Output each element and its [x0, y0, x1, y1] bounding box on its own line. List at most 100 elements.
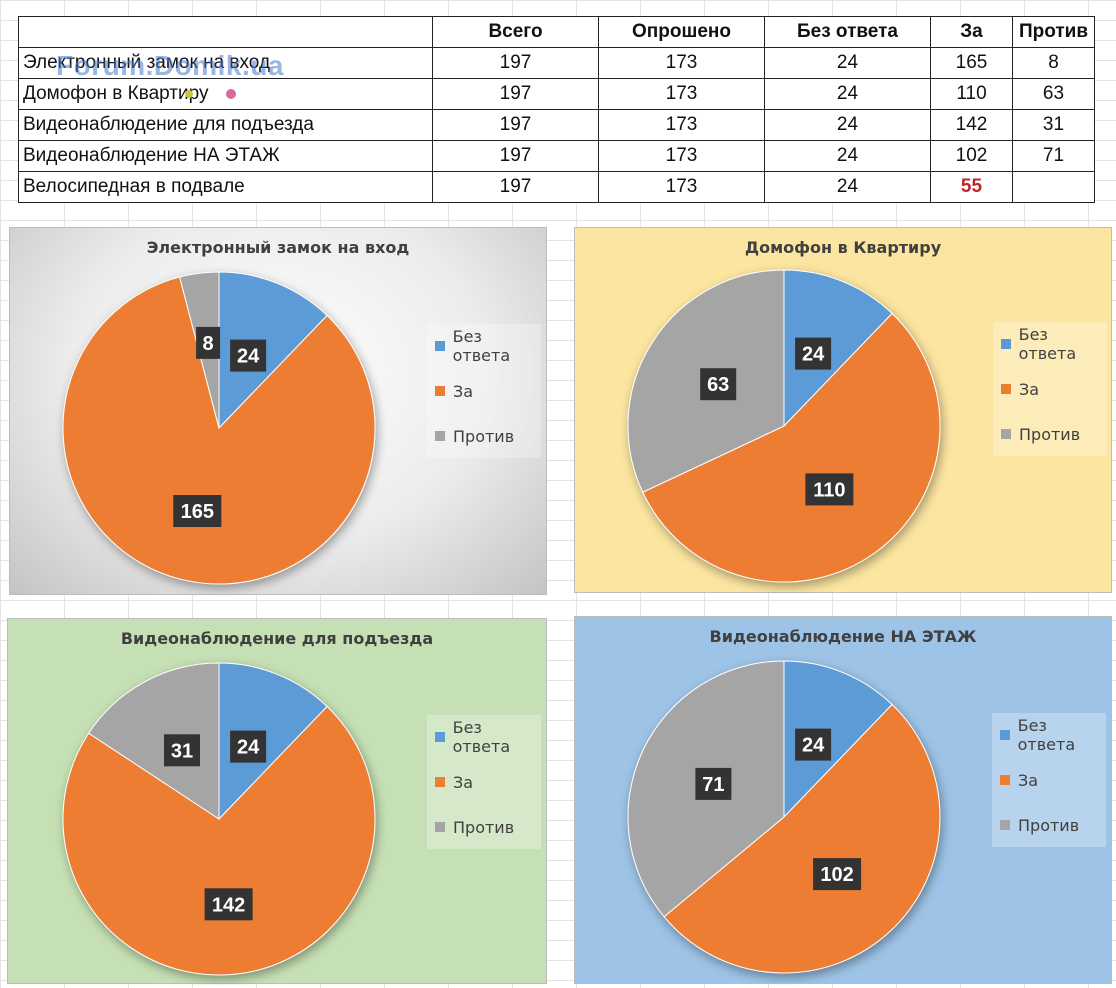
table-cell[interactable]: 8	[1012, 47, 1095, 79]
legend-item-no-answer[interactable]: Без ответа	[435, 718, 541, 756]
legend-item-against[interactable]: Против	[435, 817, 514, 837]
legend-label: Без ответа	[1018, 325, 1077, 363]
data-label-text: 24	[237, 737, 260, 759]
legend-swatch-icon	[435, 386, 445, 396]
pink-marker-dot	[226, 89, 236, 99]
table-cell[interactable]: 173	[598, 47, 765, 79]
legend-item-for[interactable]: За	[1000, 770, 1038, 790]
legend-swatch-icon	[1001, 384, 1011, 394]
table-cell[interactable]: 31	[1012, 109, 1095, 141]
table-header-cell[interactable]: Опрошено	[598, 16, 765, 48]
table-cell[interactable]: 24	[764, 140, 931, 172]
legend-item-for[interactable]: За	[435, 772, 473, 792]
table-cell[interactable]: 102	[930, 140, 1013, 172]
legend-label: За	[1019, 379, 1040, 399]
data-label-box	[813, 858, 862, 891]
data-label-text: 24	[802, 344, 825, 366]
pie-slice-for[interactable]	[62, 705, 376, 976]
table-cell[interactable]	[1012, 171, 1095, 203]
legend-item-against[interactable]: Против	[435, 426, 514, 446]
table-cell[interactable]: 110	[930, 78, 1013, 110]
row-name-cell[interactable]: Домофон в Квартиру	[18, 78, 433, 110]
data-label-box	[805, 473, 854, 506]
legend-item-no-answer[interactable]: Без ответа	[1001, 325, 1107, 363]
legend-label: Без ответа	[1017, 716, 1076, 754]
legend-swatch-icon	[435, 822, 445, 832]
legend-swatch-icon	[435, 732, 445, 742]
table-cell[interactable]: 165	[930, 47, 1013, 79]
row-name-cell[interactable]: Видеонаблюдение для подъезда	[18, 109, 433, 141]
table-cell[interactable]: 24	[764, 109, 931, 141]
data-label-box	[700, 368, 737, 401]
legend-item-against[interactable]: Против	[1000, 815, 1079, 835]
pie-slice-for[interactable]	[663, 703, 941, 974]
table-header-cell[interactable]: Против	[1012, 16, 1095, 48]
legend-swatch-icon	[435, 431, 445, 441]
table-cell[interactable]: 197	[432, 47, 599, 79]
pie-svg: 24 142 31	[62, 662, 376, 976]
table-cell[interactable]: 24	[764, 47, 931, 79]
pie-chart-electronic-lock[interactable]: Электронный замок на вход 24 165 8 Без отв…	[9, 227, 547, 595]
pie-chart-intercom[interactable]: Домофон в Квартиру 24 110 63 Без ответа За П…	[574, 227, 1112, 593]
chart-legend: Без ответа За Против	[427, 324, 541, 458]
pie-slice-no-answer[interactable]	[783, 660, 893, 819]
table-header-cell[interactable]: За	[930, 16, 1013, 48]
row-name-cell[interactable]: Видеонаблюдение НА ЭТАЖ	[18, 140, 433, 172]
pie-chart-floor-cctv[interactable]: Видеонаблюдение НА ЭТАЖ 24 102 71 Без отве…	[574, 616, 1112, 984]
table-row: Велосипедная в подвале 197 173 24 55	[18, 171, 1095, 203]
table-cell[interactable]: 63	[1012, 78, 1095, 110]
chart-title: Видеонаблюдение НА ЭТАЖ	[709, 627, 977, 646]
data-label-no-answer: 24	[795, 728, 832, 761]
legend-item-for[interactable]: За	[435, 381, 473, 401]
data-label-text: 142	[212, 894, 245, 916]
legend-item-against[interactable]: Против	[1001, 424, 1080, 444]
table-cell[interactable]: 197	[432, 171, 599, 203]
legend-item-no-answer[interactable]: Без ответа	[435, 327, 541, 365]
pie-slices	[62, 271, 376, 585]
table-cell[interactable]: 71	[1012, 140, 1095, 172]
table-header-cell[interactable]	[18, 16, 433, 48]
legend-item-for[interactable]: За	[1001, 379, 1039, 399]
data-label-no-answer: 24	[230, 339, 267, 372]
row-name-cell[interactable]: Электронный замок на вход	[18, 47, 433, 79]
legend-swatch-icon	[1001, 429, 1011, 439]
table-cell[interactable]: 173	[598, 78, 765, 110]
table-cell[interactable]: 173	[598, 171, 765, 203]
table-cell[interactable]: 24	[764, 78, 931, 110]
pie-slice-no-answer[interactable]	[218, 271, 328, 430]
pie-slice-for[interactable]	[62, 276, 376, 585]
table-cell[interactable]: 197	[432, 78, 599, 110]
table-cell[interactable]: 24	[764, 171, 931, 203]
table-cell[interactable]: 197	[432, 140, 599, 172]
legend-swatch-icon	[1001, 339, 1011, 349]
data-label-box	[196, 326, 221, 359]
pie-slices	[627, 660, 941, 974]
legend-label: За	[1018, 770, 1039, 790]
highlighted-cell[interactable]: 55	[930, 171, 1013, 203]
data-label-text: 31	[171, 740, 193, 762]
table-cell[interactable]: 173	[598, 140, 765, 172]
data-label-text: 63	[707, 374, 729, 396]
table-header-cell[interactable]: Без ответа	[764, 16, 931, 48]
pie-slice-against[interactable]	[87, 662, 220, 820]
pie-slice-no-answer[interactable]	[218, 662, 328, 821]
table-cell[interactable]: 197	[432, 109, 599, 141]
pie-chart-entrance-cctv[interactable]: Видеонаблюдение для подъезда 24 142 31 Без…	[7, 618, 547, 984]
data-label-text: 110	[813, 479, 845, 501]
data-label-against: 8	[196, 326, 221, 359]
data-label-box	[695, 767, 732, 800]
data-label-no-answer: 24	[230, 730, 267, 763]
pie-slice-for[interactable]	[642, 312, 941, 583]
pie-slice-no-answer[interactable]	[783, 269, 893, 428]
legend-item-no-answer[interactable]: Без ответа	[1000, 716, 1106, 754]
row-name-cell[interactable]: Велосипедная в подвале	[18, 171, 433, 203]
chart-legend: Без ответа За Против	[992, 713, 1106, 847]
table-cell[interactable]: 142	[930, 109, 1013, 141]
data-label-for: 110	[805, 473, 854, 506]
data-label-box	[230, 339, 267, 372]
table-header-cell[interactable]: Всего	[432, 16, 599, 48]
table-cell[interactable]: 173	[598, 109, 765, 141]
table-row: Видеонаблюдение для подъезда 197 173 24 …	[18, 109, 1095, 141]
chart-title: Домофон в Квартиру	[744, 238, 942, 257]
data-label-for: 102	[813, 858, 862, 891]
